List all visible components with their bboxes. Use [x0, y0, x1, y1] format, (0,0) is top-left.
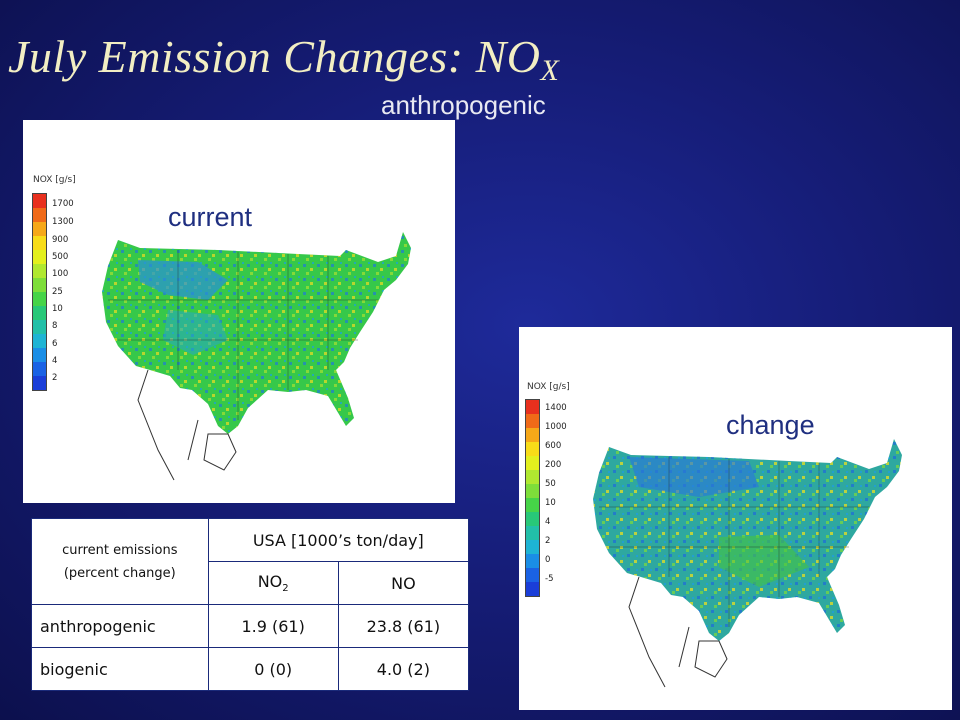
colorbar-tick: 1000	[545, 422, 567, 432]
colorbar-title: NOX [g/s]	[527, 382, 570, 392]
colorbar-tick: 2	[52, 373, 58, 383]
colorbar	[525, 399, 540, 597]
colorbar-tick: 900	[52, 235, 69, 245]
usa-change-map	[593, 439, 902, 688]
map-label-change: change	[726, 410, 815, 440]
row-label: anthropogenic	[31, 604, 209, 648]
colorbar-tick: 6	[52, 339, 58, 349]
colorbar-tick: 4	[52, 356, 58, 366]
table-row: biogenic 0 (0) 4.0 (2)	[31, 647, 470, 691]
cell-no: 4.0 (2)	[337, 647, 470, 691]
group-header: USA [1000’s ton/day]	[207, 518, 470, 562]
row-header-line1: current emissions	[62, 542, 178, 558]
colorbar-tick: 500	[52, 252, 69, 262]
colorbar-tick: 100	[52, 269, 69, 279]
colorbar	[32, 193, 47, 391]
row-label: biogenic	[31, 647, 209, 691]
colorbar-tick: 600	[545, 441, 562, 451]
map-label-current: current	[168, 202, 253, 232]
colorbar-tick: 1400	[545, 403, 567, 413]
cell-no2: 1.9 (61)	[207, 604, 339, 648]
colorbar-tick: 8	[52, 321, 58, 331]
colorbar-tick: 0	[545, 555, 551, 565]
colorbar-tick: 10	[52, 304, 63, 314]
colorbar-tick: 50	[545, 479, 556, 489]
emissions-table: current emissions (percent change) USA […	[31, 518, 470, 691]
current-emissions-map: NOX [g/s] 1700 1300 900 500 100 25 10 8 …	[23, 120, 455, 503]
slide-subtitle: anthropogenic	[381, 90, 546, 120]
table-row: anthropogenic 1.9 (61) 23.8 (61)	[31, 604, 470, 648]
colorbar-tick: 2	[545, 536, 551, 546]
cell-no2: 0 (0)	[207, 647, 339, 691]
row-header-cell: current emissions (percent change)	[31, 518, 209, 605]
cell-no: 23.8 (61)	[337, 604, 470, 648]
colorbar-tick: 1700	[52, 199, 74, 209]
usa-emissions-map	[102, 232, 411, 481]
colorbar-tick: 200	[545, 460, 562, 470]
colorbar-tick: 1300	[52, 217, 74, 227]
colorbar-tick: 4	[545, 517, 551, 527]
colorbar-tick: 25	[52, 287, 63, 297]
colorbar-tick: -5	[545, 574, 554, 584]
change-emissions-map: NOX [g/s] 1400 1000 600 200 50 10 4 2 0 …	[519, 327, 952, 710]
colorbar-title: NOX [g/s]	[33, 175, 76, 185]
row-header-line2: (percent change)	[63, 565, 176, 581]
slide-title: July Emission Changes: NOX	[8, 31, 560, 87]
column-header-no2: NO2	[207, 561, 339, 605]
column-header-no: NO	[337, 561, 470, 605]
colorbar-tick: 10	[545, 498, 556, 508]
